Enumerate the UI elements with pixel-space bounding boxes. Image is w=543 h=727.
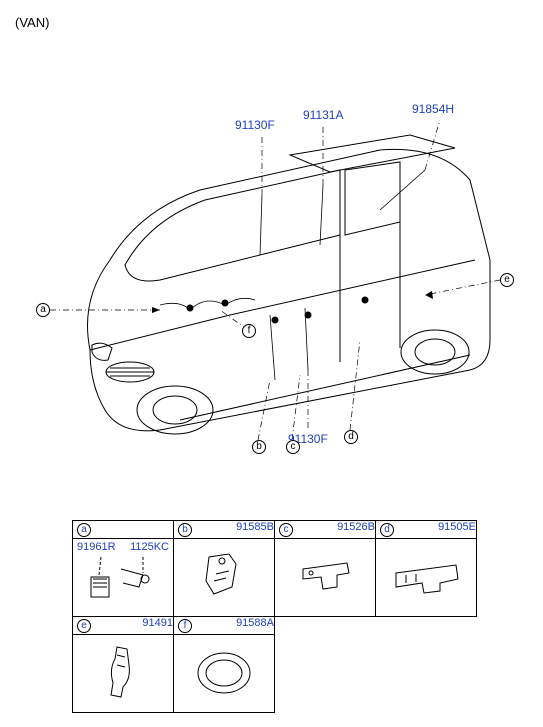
marker-e-diagram: e <box>500 273 514 287</box>
part-c-icon <box>275 539 375 611</box>
marker-d-table: d <box>380 523 394 537</box>
table-row: e 91491 f 91588A <box>73 617 477 635</box>
part-91526B[interactable]: 91526B <box>337 521 375 533</box>
part-1125KC[interactable]: 1125KC <box>130 541 169 553</box>
main-diagram: 91130F 91131A 91854H 91130F a f b c d e <box>30 100 520 480</box>
marker-b-table: b <box>178 523 192 537</box>
part-91588A[interactable]: 91588A <box>236 617 274 629</box>
callout-91131A[interactable]: 91131A <box>303 108 343 122</box>
parts-table: a b 91585B c 91526B d 91505E 91961R 1125… <box>72 520 477 713</box>
cell-a-label: a <box>73 521 174 539</box>
marker-c-table: c <box>279 523 293 537</box>
part-91505E[interactable]: 91505E <box>438 521 476 533</box>
part-91491[interactable]: 91491 <box>142 617 173 629</box>
variant-label: (VAN) <box>15 15 49 30</box>
table-row: 91961R 1125KC <box>73 539 477 617</box>
cell-a-img: 91961R 1125KC <box>73 539 174 617</box>
cell-d-label: d 91505E <box>376 521 477 539</box>
part-d-icon <box>376 539 476 611</box>
part-91961R[interactable]: 91961R <box>77 541 116 553</box>
cell-e-label: e 91491 <box>73 617 174 635</box>
marker-f-table: f <box>178 619 192 633</box>
marker-f-diagram: f <box>242 324 256 338</box>
cell-b-img <box>174 539 275 617</box>
part-91585B[interactable]: 91585B <box>236 521 274 533</box>
cell-e-img <box>73 635 174 713</box>
cell-f-label: f 91588A <box>174 617 275 635</box>
part-f-icon <box>174 635 274 707</box>
marker-a-diagram: a <box>36 303 50 317</box>
marker-e-table: e <box>77 619 91 633</box>
cell-b-label: b 91585B <box>174 521 275 539</box>
marker-a-table: a <box>77 523 91 537</box>
cell-c-img <box>275 539 376 617</box>
cell-d-img <box>376 539 477 617</box>
part-e-icon <box>73 635 173 707</box>
cell-c-label: c 91526B <box>275 521 376 539</box>
callout-91130F-top[interactable]: 91130F <box>235 118 275 132</box>
marker-b-diagram: b <box>252 440 266 454</box>
van-illustration <box>30 100 520 480</box>
marker-d-diagram: d <box>344 430 358 444</box>
table-row: a b 91585B c 91526B d 91505E <box>73 521 477 539</box>
part-b-icon <box>174 539 274 611</box>
cell-f-img <box>174 635 275 713</box>
callout-91854H[interactable]: 91854H <box>412 102 454 116</box>
table-row <box>73 635 477 713</box>
marker-c-diagram: c <box>286 440 300 454</box>
